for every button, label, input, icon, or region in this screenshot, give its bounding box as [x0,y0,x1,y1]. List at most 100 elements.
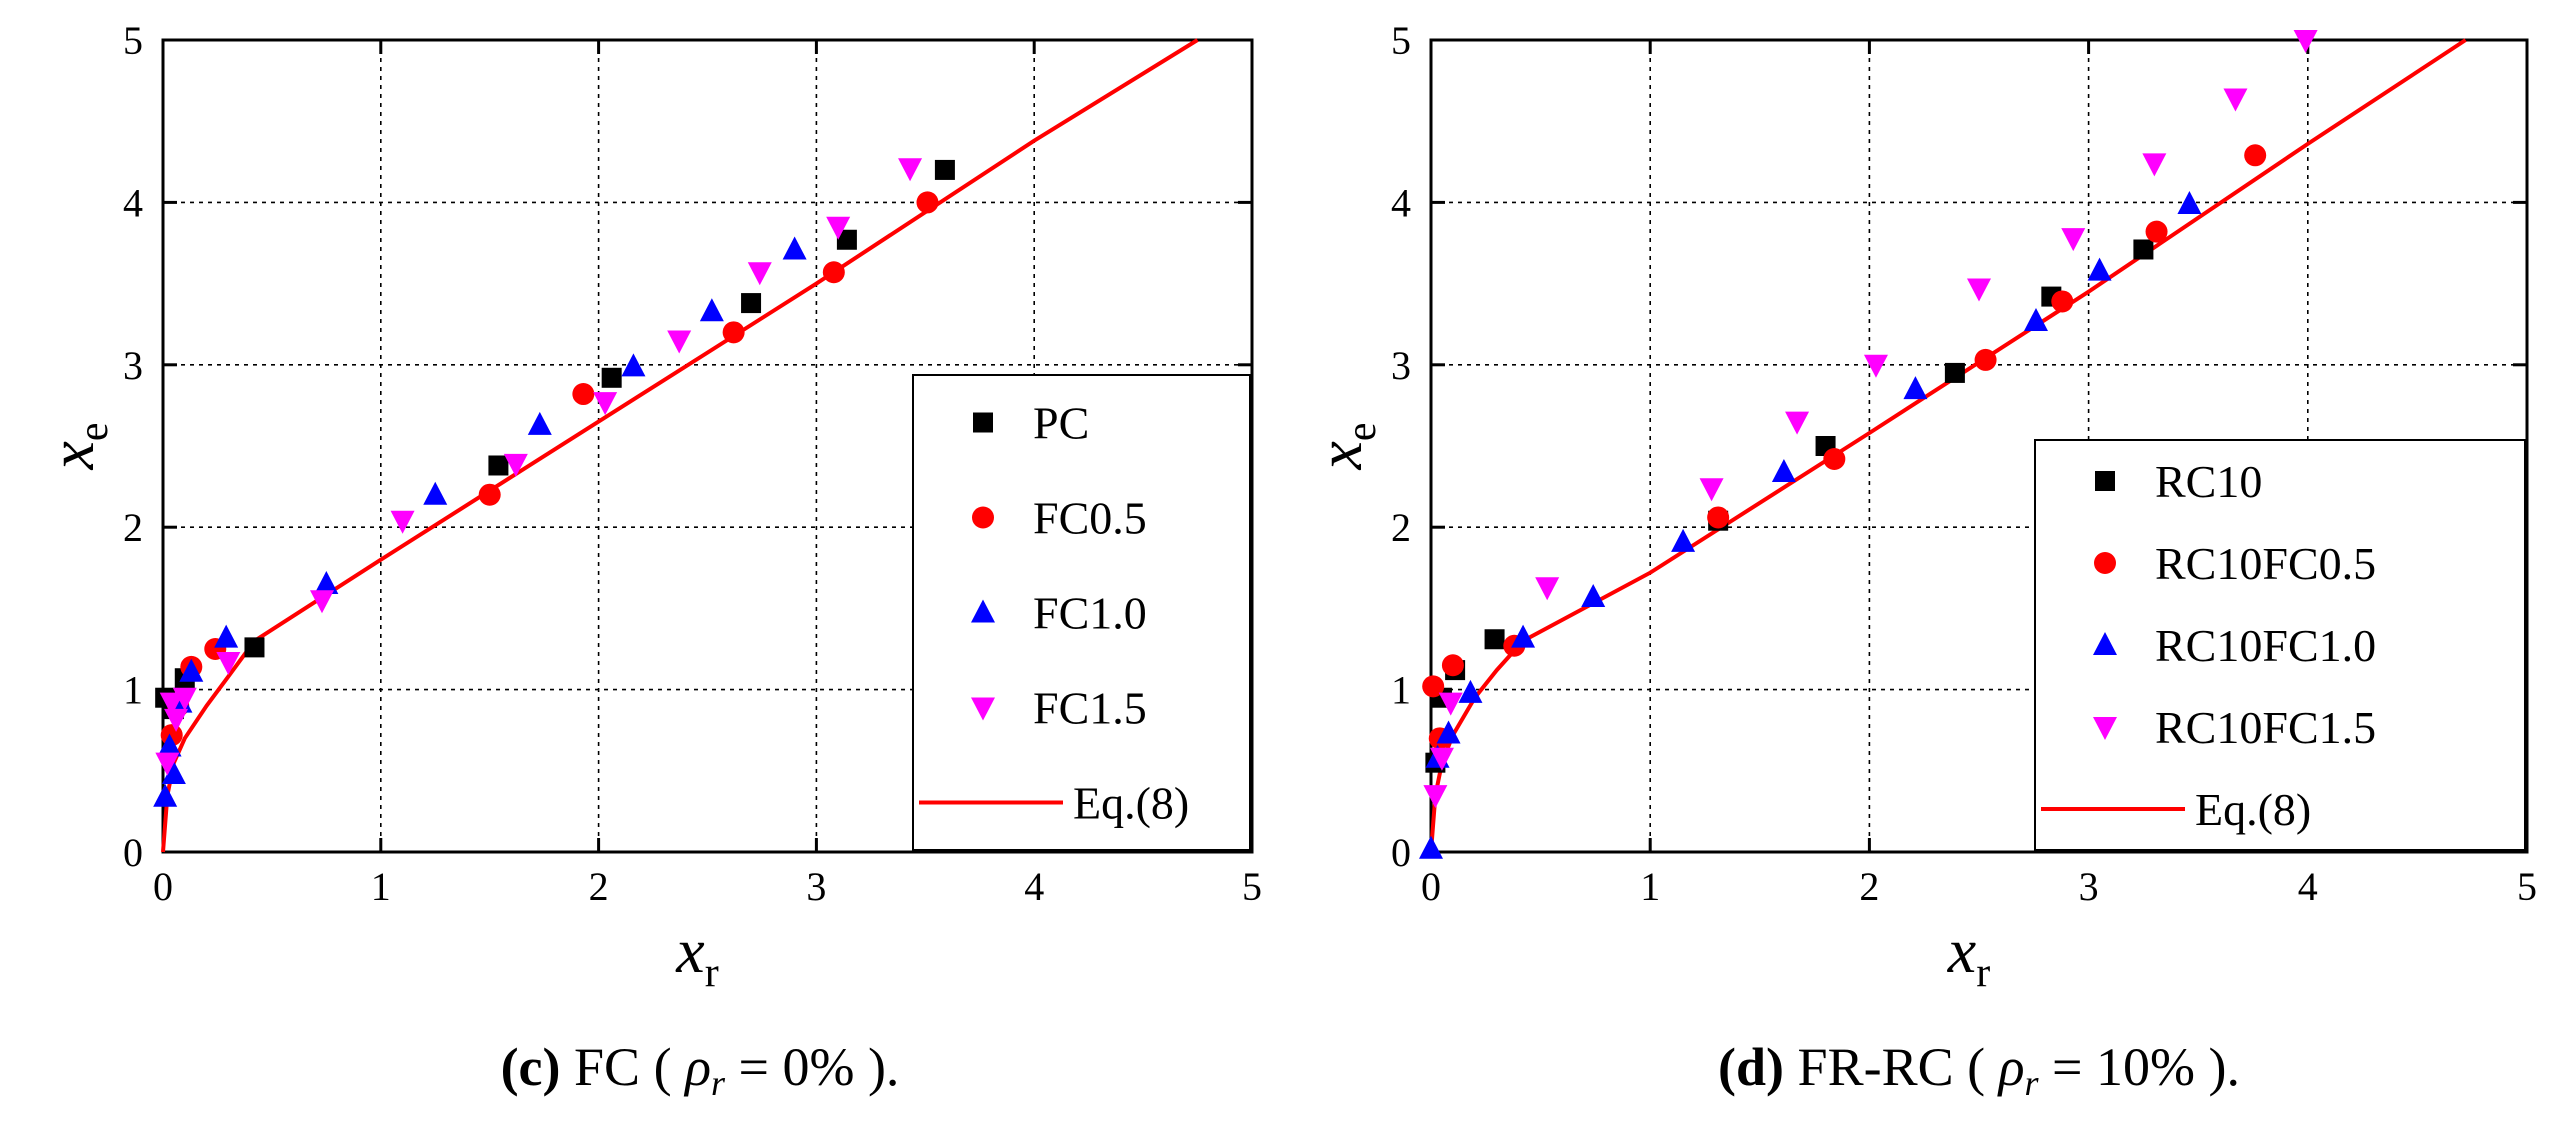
data-point [747,262,772,286]
x-tick-label: 0 [153,864,173,909]
plot-frame [161,38,1254,854]
data-point [1863,354,1888,378]
caption-text: FR-RC ( [1798,1037,1999,1097]
data-point [2087,257,2112,281]
data-point [179,658,204,682]
data-point [2145,220,2168,243]
data-point [159,692,184,716]
x-tick-label: 0 [1421,864,1441,909]
y-tick-label: 0 [1391,830,1411,875]
legend-label: RC10 [2155,456,2262,507]
data-point [782,236,807,260]
legend-marker [971,599,995,623]
plot-frame [1429,38,2529,854]
data-point [741,293,762,314]
data-point [216,651,241,675]
panel-caption: (d) FR-RC ( ρr = 10% ). [1718,1037,2240,1103]
caption-eq: = 10% [2039,1037,2209,1097]
legend-box [912,374,1251,851]
data-point [1581,584,1606,608]
data-point [1771,458,1796,482]
y-tick-label: 2 [123,505,143,550]
x-axis-label: xr [1947,915,1990,996]
data-point [1422,675,1445,698]
data-point [916,191,939,214]
data-point [1438,692,1463,716]
x-tick-label: 4 [2298,864,2318,909]
y-tick-label: 1 [1391,668,1411,713]
y-axis-label: xe [36,422,117,470]
legend-label: FC1.5 [1033,683,1147,734]
data-point [1419,835,1443,859]
chart-panel-c: 0 1 2 3 4 5 0 1 2 3 4 5 xr xe PC FC0.5 FC1.0 FC1.5 Eq.(8) (… [36,18,1262,1103]
data-point [214,624,239,648]
series-pc [155,159,955,720]
data-point [2133,239,2154,260]
y-tick-label: 2 [1391,505,1411,550]
data-point [1671,528,1696,552]
data-point [898,158,923,182]
data-point [2023,307,2048,331]
data-point [2061,228,2086,252]
legend-marker [2093,717,2117,740]
data-point [2142,153,2167,177]
data-point [488,455,509,476]
data-point [1699,478,1724,502]
data-point [1823,447,1846,470]
data-point [478,483,501,506]
legend-label: PC [1033,398,1089,449]
data-point [1707,506,1730,529]
data-point [593,392,618,416]
series-rc10fc1-5 [1423,30,2318,809]
y-tick-label: 5 [1391,18,1411,63]
series-fc1-5 [155,158,923,776]
caption-eq: = 0% [725,1037,868,1097]
x-tick-label: 1 [371,864,391,909]
legend-marker [973,412,993,433]
data-point [1484,629,1505,650]
data-point [826,216,851,240]
legend-label: RC10FC0.5 [2155,538,2376,589]
data-point [164,708,189,732]
x-tick-label: 1 [1640,864,1660,909]
caption-label: (c) [501,1037,574,1097]
data-point [667,330,692,354]
data-point [601,367,622,388]
data-point [172,687,197,711]
legend-marker [971,697,995,721]
x-tick-label: 3 [2079,864,2099,909]
y-axis-label-sub: e [1339,422,1385,441]
x-tick-label: 2 [1859,864,1879,909]
legend-label: FC1.0 [1033,588,1147,639]
legend-box [2034,439,2526,851]
data-point [1511,624,1536,648]
legend-label: FC0.5 [1033,493,1147,544]
caption-close: ). [868,1037,899,1097]
data-point [621,353,646,377]
data-point [722,321,745,344]
y-tick-label: 0 [123,830,143,875]
data-point [1944,362,1965,383]
caption-rho-sub: r [711,1063,726,1103]
legend-label: Eq.(8) [1073,778,1189,829]
caption-label: (d) [1718,1037,1798,1097]
data-point [1423,785,1448,809]
x-tick-label: 5 [1242,864,1262,909]
data-point [934,159,955,180]
x-tick-label: 2 [589,864,609,909]
panel-caption: (c) FC ( ρr = 0% ). [501,1037,900,1103]
x-tick-label: 4 [1024,864,1044,909]
x-axis-label-sub: r [1976,950,1990,996]
data-point [1785,411,1810,435]
data-point [1436,720,1461,744]
data-point [1974,348,1997,371]
y-tick-label: 1 [123,668,143,713]
y-tick-label: 3 [1391,343,1411,388]
data-point [1458,679,1483,703]
y-tick-label: 3 [123,343,143,388]
data-point [1535,577,1560,601]
data-point [161,761,186,785]
data-point [2223,88,2248,112]
legend-marker [2095,471,2115,491]
